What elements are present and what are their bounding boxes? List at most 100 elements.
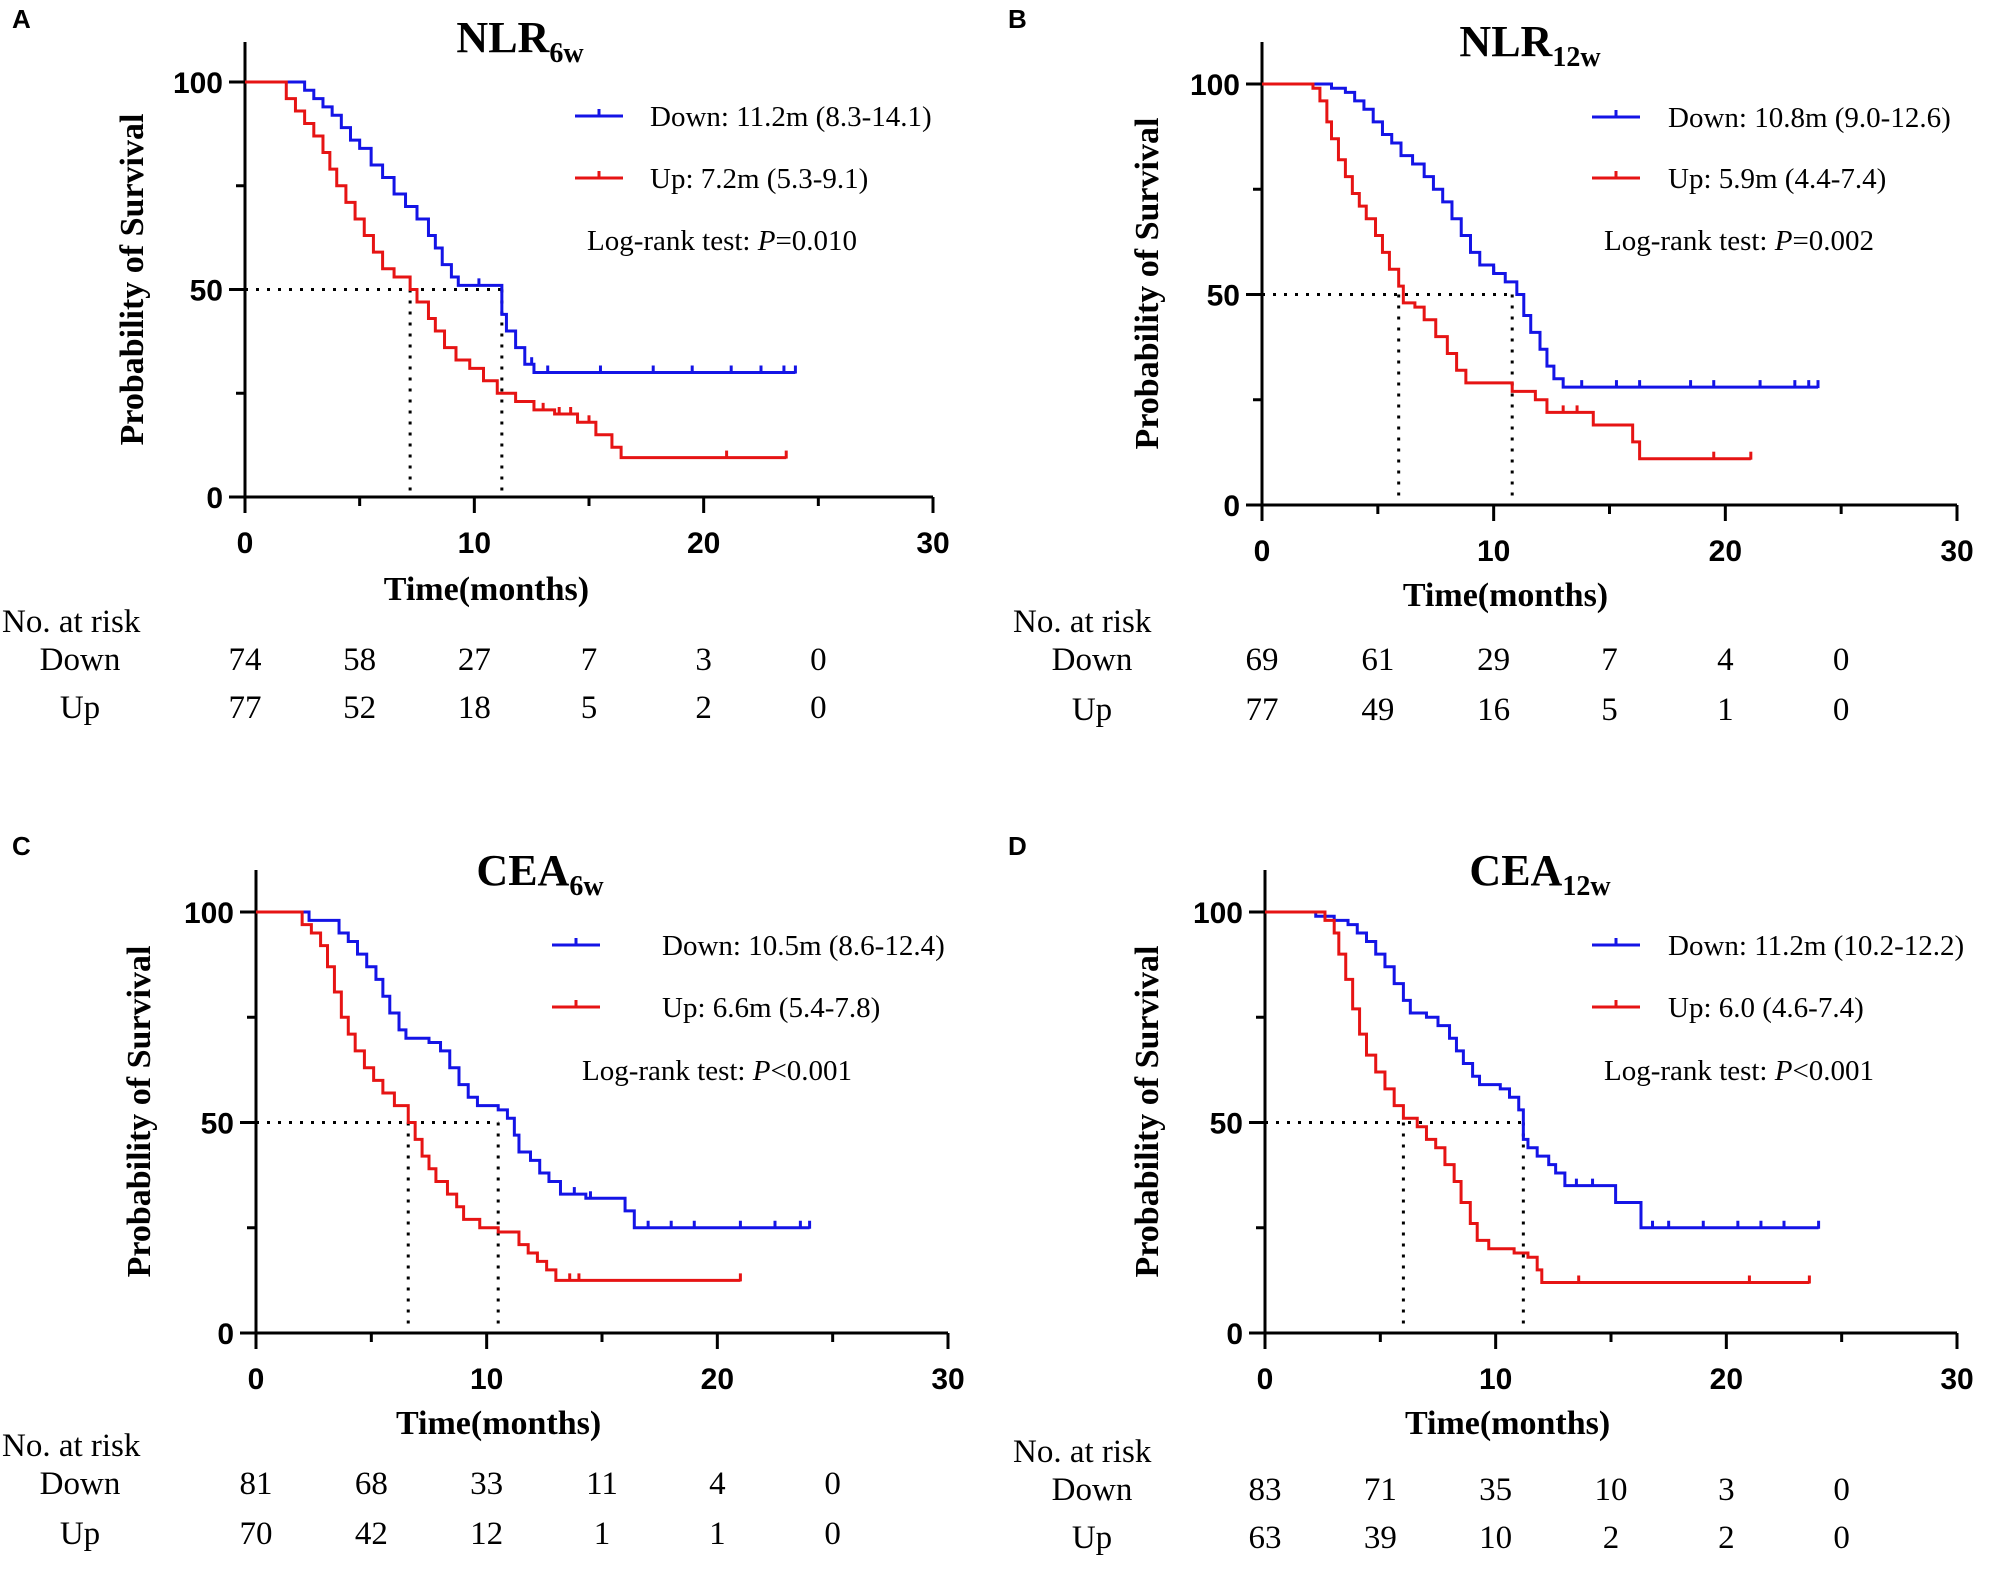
risk-count-down: 69 bbox=[1246, 642, 1279, 678]
risk-count-up: 42 bbox=[355, 1516, 388, 1552]
survival-curve-down bbox=[256, 910, 810, 1230]
x-axis-label: Time(months) bbox=[1403, 577, 1608, 614]
y-tick-label: 100 bbox=[1190, 69, 1240, 102]
risk-count-down: 0 bbox=[1833, 642, 1850, 678]
risk-count-up: 0 bbox=[810, 690, 827, 726]
y-tick-label: 50 bbox=[1210, 1108, 1243, 1141]
survival-curve-down bbox=[1262, 82, 1818, 389]
y-axis-label: Probability of Survival bbox=[1129, 118, 1166, 450]
risk-count-down: 71 bbox=[1364, 1472, 1397, 1508]
chart-title: CEA6w bbox=[476, 846, 604, 902]
risk-count-down: 74 bbox=[229, 642, 262, 678]
x-tick-label: 30 bbox=[1940, 535, 1973, 568]
x-tick-label: 20 bbox=[701, 1363, 734, 1396]
risk-count-up: 0 bbox=[824, 1516, 841, 1552]
risk-count-down: 29 bbox=[1477, 642, 1510, 678]
survival-curve-down bbox=[1265, 910, 1819, 1230]
survival-curve-up bbox=[245, 80, 787, 460]
risk-count-down: 10 bbox=[1595, 1472, 1628, 1508]
legend-label-up: Up: 6.0 (4.6-7.4) bbox=[1668, 992, 1864, 1024]
panel-letter: B bbox=[1008, 4, 1027, 34]
legend-label-up: Up: 5.9m (4.4-7.4) bbox=[1668, 163, 1886, 195]
x-tick-label: 10 bbox=[1477, 535, 1510, 568]
x-axis-label: Time(months) bbox=[396, 1405, 601, 1442]
x-tick-label: 30 bbox=[1940, 1363, 1973, 1396]
log-rank-p-symbol: P bbox=[752, 1055, 771, 1087]
risk-count-down: 4 bbox=[1717, 642, 1734, 678]
risk-count-down: 68 bbox=[355, 1466, 388, 1502]
x-tick-label: 10 bbox=[1479, 1363, 1512, 1396]
risk-count-up: 39 bbox=[1364, 1520, 1397, 1556]
chart-title-subscript: 6w bbox=[549, 38, 584, 69]
risk-row-label-down: Down bbox=[40, 1466, 121, 1502]
log-rank-prefix: Log-rank test: bbox=[587, 225, 758, 257]
risk-row-label-up: Up bbox=[60, 1516, 100, 1552]
risk-row-label-up: Up bbox=[1072, 1520, 1112, 1556]
x-tick-label: 0 bbox=[237, 527, 254, 560]
risk-table-header: No. at risk bbox=[2, 604, 141, 640]
chart-title: NLR12w bbox=[1459, 17, 1601, 73]
risk-count-up: 2 bbox=[695, 690, 712, 726]
risk-count-up: 1 bbox=[594, 1516, 611, 1552]
legend-label-down: Down: 10.8m (9.0-12.6) bbox=[1668, 102, 1951, 134]
x-tick-label: 30 bbox=[931, 1363, 964, 1396]
risk-row-label-down: Down bbox=[40, 642, 121, 678]
risk-count-up: 77 bbox=[1246, 692, 1279, 728]
risk-row-label-down: Down bbox=[1052, 642, 1133, 678]
chart-title: NLR6w bbox=[456, 13, 584, 69]
log-rank-p-symbol: P bbox=[1774, 225, 1793, 257]
y-tick-label: 50 bbox=[1207, 280, 1240, 313]
risk-table-header: No. at risk bbox=[1013, 604, 1152, 640]
y-axis-label: Probability of Survival bbox=[121, 946, 158, 1278]
y-tick-label: 100 bbox=[1193, 897, 1243, 930]
x-tick-label: 10 bbox=[458, 527, 491, 560]
x-tick-label: 20 bbox=[1710, 1363, 1743, 1396]
x-tick-label: 10 bbox=[470, 1363, 503, 1396]
x-tick-label: 0 bbox=[1254, 535, 1271, 568]
log-rank-test: Log-rank test: P<0.001 bbox=[1604, 1055, 1874, 1087]
x-tick-label: 0 bbox=[1257, 1363, 1274, 1396]
chart-title-main: CEA bbox=[1469, 846, 1562, 895]
y-tick-label: 100 bbox=[173, 67, 223, 100]
risk-count-up: 5 bbox=[581, 690, 598, 726]
risk-count-up: 10 bbox=[1479, 1520, 1512, 1556]
risk-count-down: 3 bbox=[695, 642, 712, 678]
log-rank-p-value: <0.001 bbox=[1792, 1055, 1874, 1087]
risk-table-header: No. at risk bbox=[2, 1428, 141, 1464]
legend-label-down: Down: 10.5m (8.6-12.4) bbox=[662, 930, 945, 962]
risk-count-down: 11 bbox=[586, 1466, 618, 1502]
log-rank-p-symbol: P bbox=[757, 225, 776, 257]
chart-title-main: CEA bbox=[476, 846, 569, 895]
survival-curve-up bbox=[1262, 82, 1751, 461]
risk-count-down: 3 bbox=[1718, 1472, 1735, 1508]
survival-curve-up bbox=[256, 910, 741, 1282]
log-rank-test: Log-rank test: P=0.010 bbox=[587, 225, 857, 257]
x-axis-label: Time(months) bbox=[384, 571, 589, 608]
risk-count-up: 70 bbox=[240, 1516, 273, 1552]
y-tick-label: 0 bbox=[217, 1318, 234, 1351]
risk-count-up: 77 bbox=[229, 690, 262, 726]
legend-label-up: Up: 7.2m (5.3-9.1) bbox=[650, 163, 868, 195]
risk-count-down: 58 bbox=[343, 642, 376, 678]
risk-count-up: 0 bbox=[1833, 692, 1850, 728]
legend-label-down: Down: 11.2m (10.2-12.2) bbox=[1668, 930, 1964, 962]
survival-curve-up bbox=[1265, 910, 1810, 1284]
legend-label-up: Up: 6.6m (5.4-7.8) bbox=[662, 992, 880, 1024]
risk-count-up: 5 bbox=[1601, 692, 1618, 728]
risk-row-label-down: Down bbox=[1052, 1472, 1133, 1508]
risk-row-label-up: Up bbox=[1072, 692, 1112, 728]
log-rank-p-value: =0.002 bbox=[1792, 225, 1874, 257]
risk-count-up: 18 bbox=[458, 690, 491, 726]
y-tick-label: 0 bbox=[206, 482, 223, 515]
chart-title-main: NLR bbox=[456, 13, 550, 62]
risk-count-up: 2 bbox=[1718, 1520, 1735, 1556]
log-rank-p-value: =0.010 bbox=[775, 225, 857, 257]
log-rank-prefix: Log-rank test: bbox=[1604, 225, 1775, 257]
x-tick-label: 20 bbox=[687, 527, 720, 560]
chart-title-subscript: 6w bbox=[569, 871, 604, 902]
